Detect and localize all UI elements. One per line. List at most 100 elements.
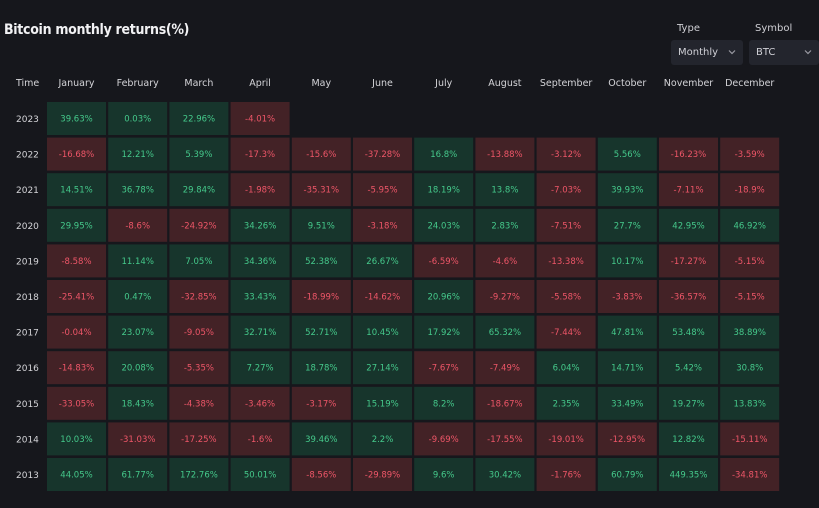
heatmap-cell [108, 173, 168, 207]
cell-value: 2.2% [372, 435, 394, 445]
heatmap-cell [291, 351, 351, 385]
heatmap-cell [659, 208, 718, 242]
heatmap-cell [169, 244, 229, 278]
cell-value: -9.27% [490, 293, 520, 303]
cell-value: 34.36% [244, 257, 276, 267]
month-header: November [664, 78, 714, 89]
cell-value: 27.7% [614, 221, 641, 231]
cell-value: 10.45% [366, 328, 398, 338]
cell-value: -4.6% [493, 257, 518, 267]
heatmap-cell [720, 386, 780, 420]
year-label: 2015 [16, 400, 39, 410]
heatmap-cell [536, 351, 596, 385]
cell-value: 22.96% [183, 115, 215, 125]
heatmap-cell [475, 280, 535, 313]
cell-value: -8.6% [125, 221, 150, 231]
cell-value: -8.56% [306, 471, 336, 481]
heatmap-cell [720, 137, 780, 171]
cell-value: -7.67% [429, 364, 459, 374]
cell-value: -29.89% [365, 471, 400, 481]
heatmap-cell [720, 280, 780, 313]
heatmap-cell [291, 244, 351, 278]
heatmap-cell [659, 351, 718, 385]
cell-value: -25.41% [59, 293, 94, 303]
cell-value: 18.43% [121, 399, 153, 409]
cell-value: 36.78% [121, 186, 153, 196]
heatmap-cell [108, 244, 168, 278]
heatmap-cell [291, 280, 351, 313]
cell-value: -7.11% [673, 186, 703, 196]
cell-value: 32.71% [244, 328, 276, 338]
heatmap-cell [659, 137, 718, 171]
heatmap-cell [414, 208, 474, 242]
month-header: April [249, 78, 271, 89]
cell-value: 39.63% [60, 115, 92, 125]
month-header: August [488, 78, 522, 89]
heatmap-cell [353, 351, 412, 385]
cell-value: -36.57% [671, 293, 706, 303]
heatmap-cell [108, 422, 168, 456]
cell-value: -18.67% [487, 399, 522, 409]
cell-value: 12.21% [121, 150, 153, 160]
heatmap-cell [169, 458, 229, 491]
heatmap-cell [230, 315, 290, 349]
cell-value: -7.44% [551, 328, 581, 338]
heatmap-cell [291, 208, 351, 242]
heatmap-cell [230, 244, 290, 278]
cell-value: -17.3% [245, 150, 275, 160]
cell-value: -31.03% [120, 435, 155, 445]
row-header-label: Time [15, 78, 39, 89]
symbol-label: Symbol [755, 23, 793, 34]
heatmap-cell [720, 244, 780, 278]
heatmap-cell [536, 280, 596, 313]
cell-value: -17.25% [181, 435, 216, 445]
cell-value: -3.83% [612, 293, 642, 303]
heatmap-cell [230, 208, 290, 242]
month-header: June [371, 78, 393, 89]
cell-value: 13.8% [491, 186, 518, 196]
heatmap-cell [108, 280, 168, 313]
cell-value: 24.03% [427, 221, 459, 231]
heatmap-cell [414, 386, 474, 420]
cell-value: 5.56% [614, 150, 641, 160]
cell-value: 2.35% [553, 399, 580, 409]
heatmap-cell [353, 208, 412, 242]
cell-value: 2.83% [491, 221, 518, 231]
cell-value: 449.35% [670, 471, 708, 481]
cell-value: 47.81% [611, 328, 643, 338]
heatmap-cell [47, 315, 106, 349]
cell-value: 26.67% [366, 257, 398, 267]
heatmap-cell [720, 351, 780, 385]
cell-value: 6.04% [553, 364, 580, 374]
year-label: 2016 [16, 364, 39, 374]
heatmap-cell [536, 173, 596, 207]
symbol-select[interactable]: BTC [749, 40, 819, 65]
cell-value: -15.11% [732, 435, 767, 445]
cell-value: -17.55% [487, 435, 522, 445]
heatmap-cell [536, 137, 596, 171]
cell-value: 17.92% [427, 328, 459, 338]
year-label: 2019 [16, 257, 39, 267]
heatmap-cell [230, 173, 290, 207]
heatmap-cell [475, 458, 535, 491]
cell-value: -0.04% [61, 328, 91, 338]
cell-value: 44.05% [60, 471, 92, 481]
heatmap-cell [47, 351, 106, 385]
symbol-select-value: BTC [756, 47, 776, 58]
month-header: July [434, 78, 452, 89]
heatmap-cell [536, 244, 596, 278]
heatmap-cell [230, 386, 290, 420]
cell-value: 9.51% [308, 221, 335, 231]
cell-value: 5.39% [185, 150, 212, 160]
heatmap-cell [47, 280, 106, 313]
cell-value: -15.6% [306, 150, 336, 160]
cell-value: -7.03% [551, 186, 581, 196]
heatmap-cell [169, 280, 229, 313]
heatmap-cell [659, 422, 718, 456]
heatmap-cell [108, 386, 168, 420]
heatmap-cell [414, 244, 474, 278]
cell-value: 7.05% [185, 257, 212, 267]
heatmap-cell [230, 137, 290, 171]
type-select[interactable]: Monthly [671, 40, 743, 65]
cell-value: -37.28% [365, 150, 400, 160]
